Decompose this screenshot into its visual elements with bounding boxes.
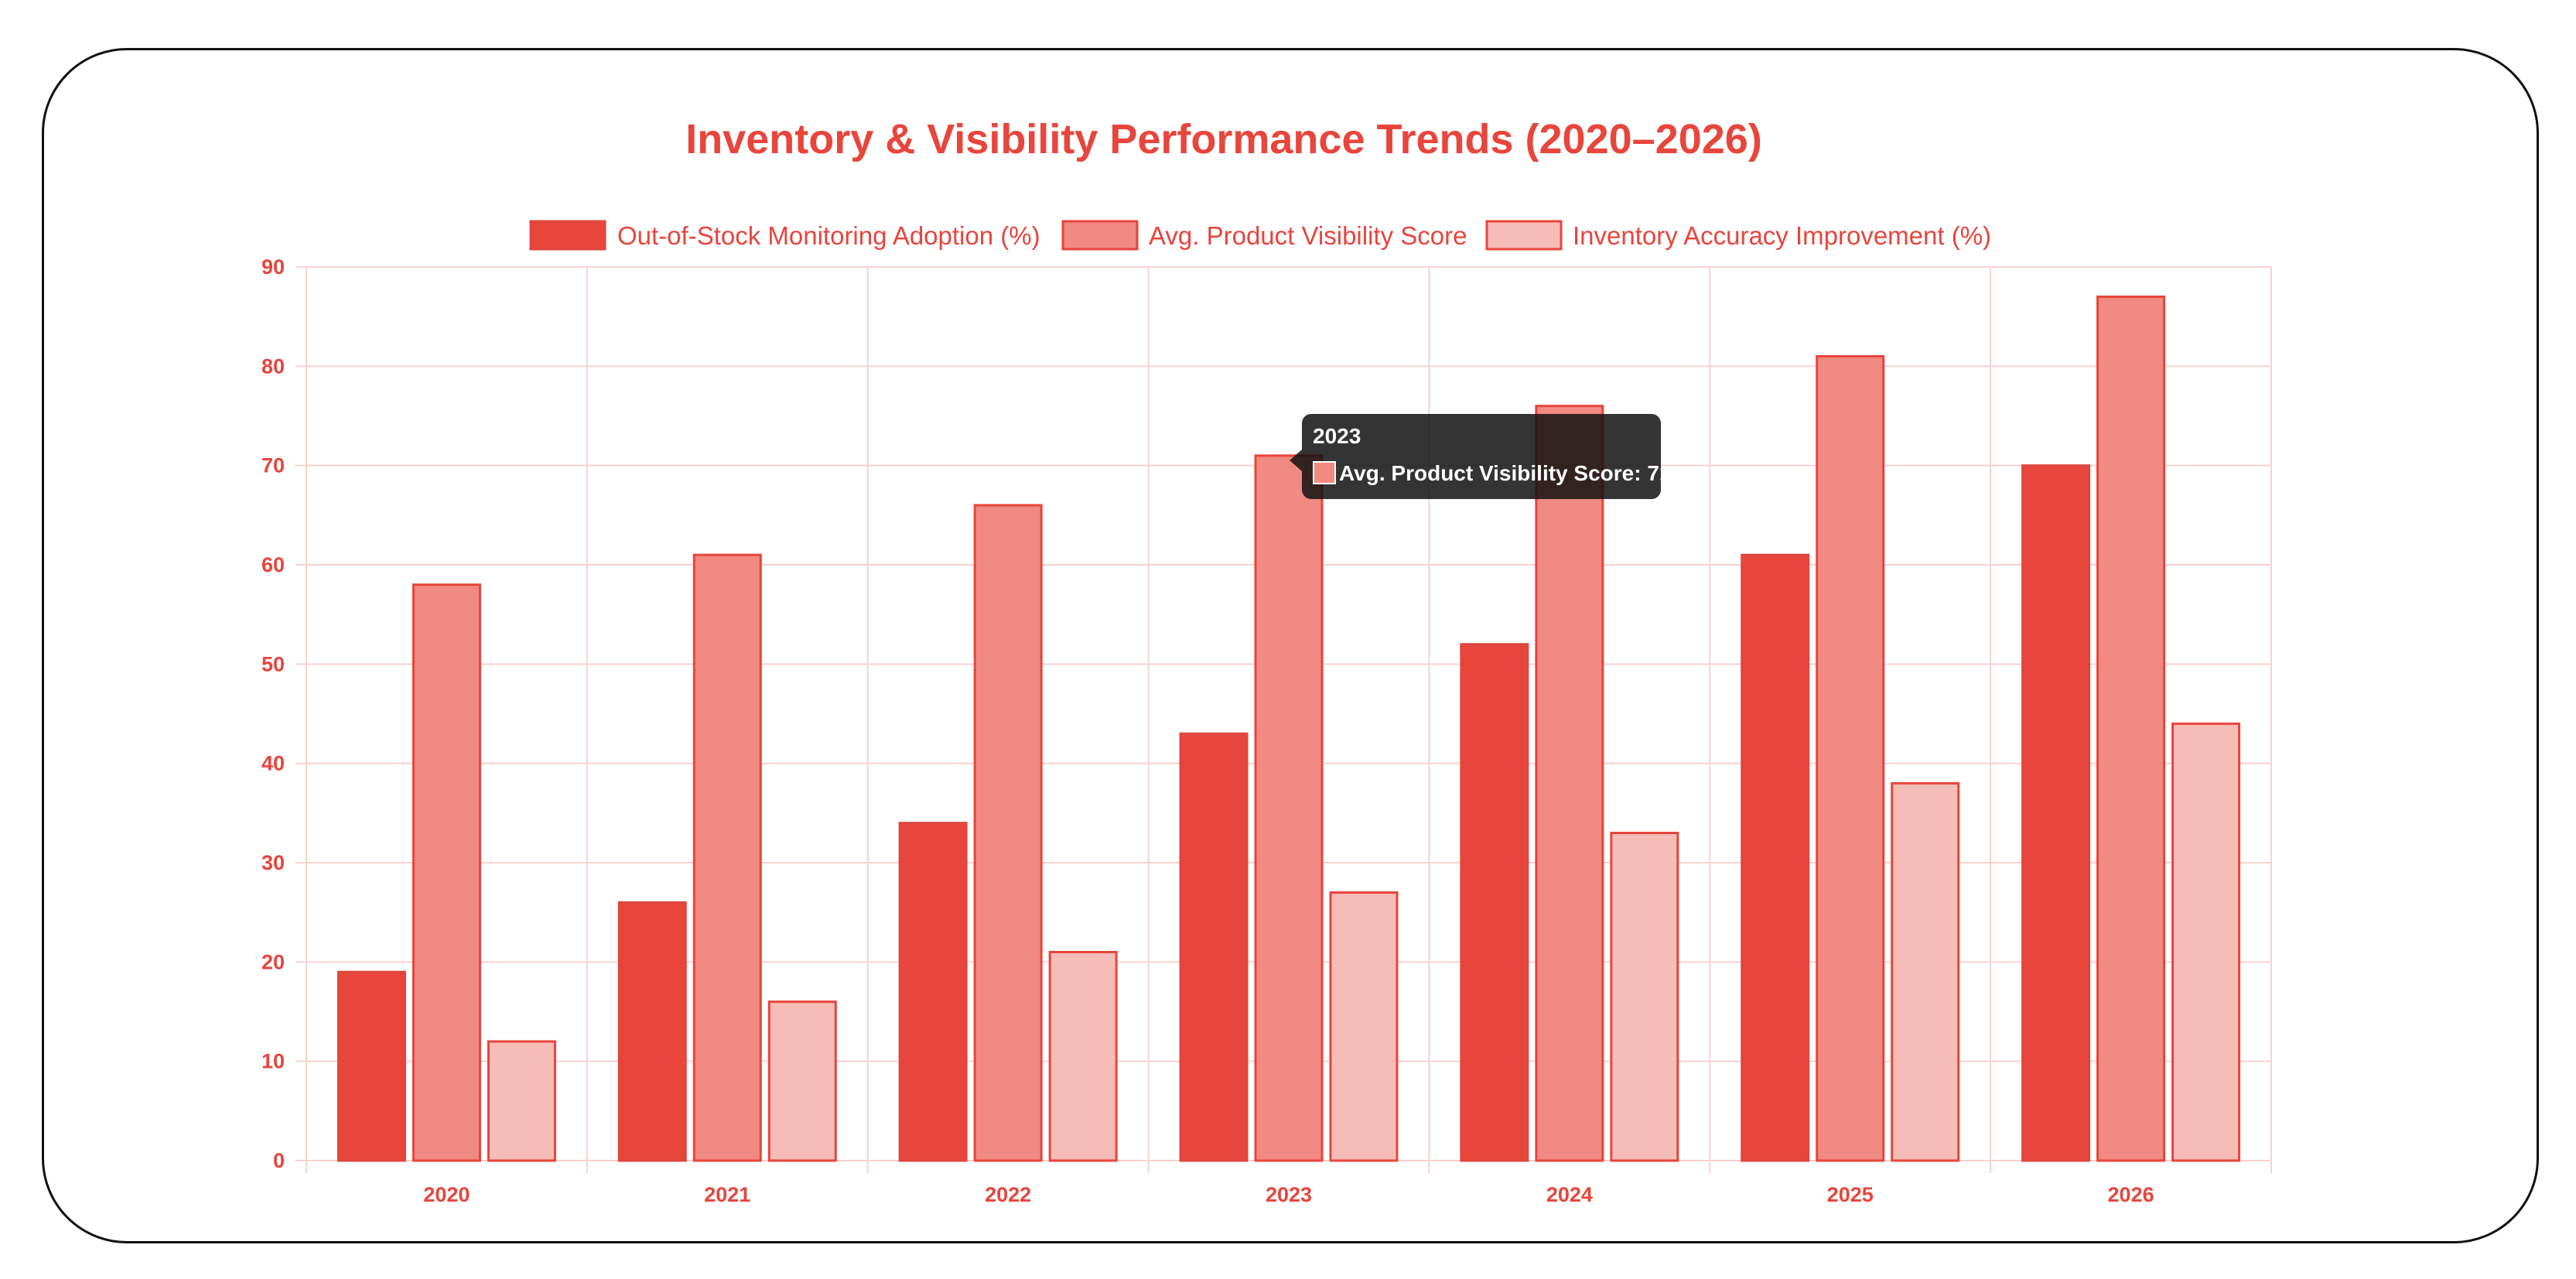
y-tick-label: 60: [261, 553, 285, 576]
bar-2025-series-2[interactable]: [1816, 355, 1885, 1162]
x-tick-label: 2022: [985, 1183, 1031, 1206]
y-tick-label: 90: [261, 255, 285, 279]
bar-2021-series-3[interactable]: [767, 1000, 837, 1162]
bar-2026-series-1[interactable]: [2021, 464, 2091, 1162]
legend[interactable]: Out-of-Stock Monitoring Adoption (%) Avg.…: [529, 220, 1991, 251]
bar-2026-series-3[interactable]: [2171, 722, 2241, 1162]
x-tick-label: 2026: [2108, 1183, 2154, 1206]
bar-2022-series-1[interactable]: [898, 822, 968, 1162]
y-tick-label: 10: [261, 1050, 285, 1073]
y-tick-label: 80: [261, 354, 285, 378]
bar-2023-series-3[interactable]: [1329, 891, 1399, 1162]
y-tick-label: 70: [261, 454, 285, 477]
x-tick-label: 2024: [1546, 1183, 1593, 1206]
y-tick-label: 0: [273, 1149, 285, 1172]
bar-2022-series-3[interactable]: [1048, 951, 1118, 1162]
tooltip-swatch: [1313, 461, 1336, 484]
legend-swatch-1[interactable]: [529, 220, 606, 251]
x-tick-label: 2023: [1266, 1183, 1312, 1206]
x-tick-label: 2021: [704, 1183, 750, 1206]
bar-2020-series-2[interactable]: [412, 583, 481, 1162]
legend-swatch-2[interactable]: [1061, 220, 1139, 251]
legend-label-3[interactable]: Inventory Accuracy Improvement (%): [1573, 221, 1991, 250]
bar-2021-series-1[interactable]: [617, 901, 687, 1162]
y-tick-label: 20: [261, 950, 285, 973]
y-tick-label: 50: [261, 652, 285, 675]
bar-2024-series-2[interactable]: [1535, 405, 1604, 1162]
tooltip-box: [1302, 414, 1661, 499]
bar-2020-series-3[interactable]: [487, 1040, 556, 1162]
x-tick-label: 2020: [423, 1183, 470, 1206]
tooltip: 2023 Avg. Product Visibility Score: 71: [1290, 414, 1671, 499]
y-tick-label: 40: [261, 752, 285, 775]
bar-2020-series-1[interactable]: [337, 970, 406, 1162]
bar-2025-series-3[interactable]: [1891, 781, 1960, 1162]
legend-label-2[interactable]: Avg. Product Visibility Score: [1149, 221, 1467, 250]
legend-swatch-3[interactable]: [1485, 220, 1563, 251]
bar-2023-series-2[interactable]: [1254, 454, 1324, 1162]
tooltip-title: 2023: [1313, 424, 1361, 448]
bar-2024-series-3[interactable]: [1610, 832, 1679, 1162]
chart-title: Inventory & Visibility Performance Trend…: [685, 116, 1762, 162]
bar-2021-series-2[interactable]: [692, 553, 762, 1162]
bar-2023-series-1[interactable]: [1179, 732, 1249, 1162]
x-tick-label: 2025: [1827, 1183, 1874, 1206]
y-axis-ticks: 0 10 20 30 40 50 60 70 80 90: [261, 255, 306, 1172]
tooltip-caret: [1290, 450, 1302, 471]
bar-2026-series-2[interactable]: [2096, 296, 2166, 1162]
bar-2024-series-1[interactable]: [1460, 643, 1529, 1162]
x-axis-ticks: 2020 2021 2022 2023 2024 2025 2026: [423, 1183, 2154, 1206]
bar-2022-series-2[interactable]: [973, 504, 1043, 1162]
bar-2025-series-1[interactable]: [1741, 553, 1810, 1162]
bars[interactable]: [337, 296, 2241, 1162]
tooltip-body: Avg. Product Visibility Score: 71: [1339, 461, 1671, 485]
y-tick-label: 30: [261, 851, 285, 874]
legend-label-1[interactable]: Out-of-Stock Monitoring Adoption (%): [617, 221, 1040, 250]
